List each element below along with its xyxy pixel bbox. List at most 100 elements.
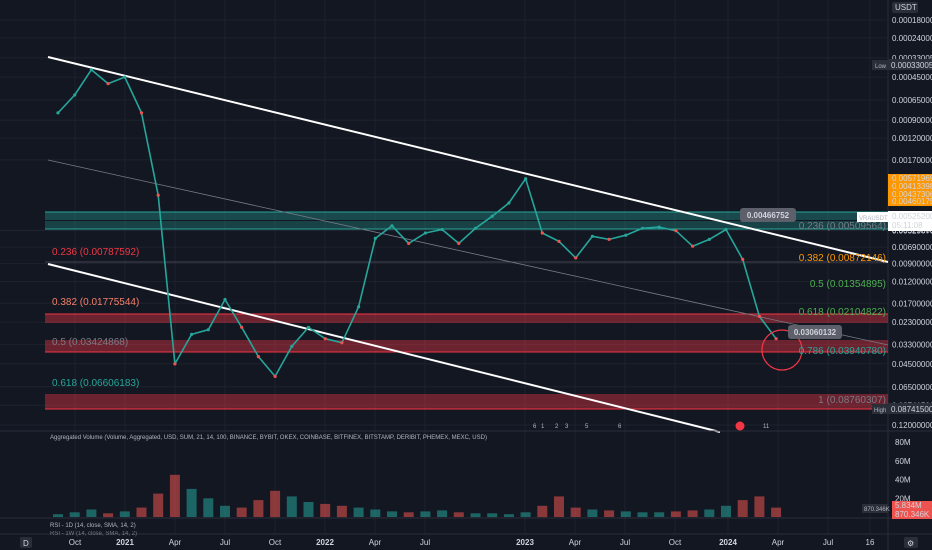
price-axis[interactable]: 0.00018000 0.00024000 0.00033005 0.00045000… [892,16,932,430]
price-point [156,193,160,197]
candle-countdown: 05:11:08 [892,221,923,230]
event-marker[interactable]: 1 [541,424,545,430]
volume-bar [503,514,514,517]
volume-bar [604,510,615,517]
volume-bar [103,513,114,518]
volume-bar [220,505,230,518]
price-point [724,227,728,232]
low-value-badge [888,59,932,70]
high-badge [872,404,888,414]
last-price-symbol-tag [857,212,888,222]
volume-value-badge-1 [862,504,888,513]
time-tick-label: Oct [69,538,82,547]
trend-channel[interactable] [47,56,889,433]
highlight-circle[interactable] [761,329,803,371]
volume-bar [236,507,247,517]
callout-top[interactable]: 0.00466752 [740,208,796,222]
event-markers[interactable]: 6 1 2 3 5 6 11 [533,424,770,430]
price-stack-1: 0.00413398 [892,182,932,191]
volume-bar [704,509,715,517]
price-point [390,224,394,228]
price-tick-label: 0.06500000 [892,383,932,392]
price-point [256,355,260,359]
event-marker[interactable]: 2 [555,424,559,430]
volume-bar [620,511,631,517]
event-marker[interactable]: 6 [618,424,622,430]
time-tick-label: 2024 [719,538,737,547]
price-point [440,227,444,232]
volume-value-2: 870.346K [895,510,930,519]
volume-bar [737,500,748,517]
price-point [607,237,611,241]
event-marker[interactable]: 3 [565,424,569,430]
volume-bar [86,509,97,517]
event-marker[interactable]: 11 [763,424,770,430]
volume-bar [353,507,364,517]
time-axis[interactable]: Oct 2021 Apr Jul Oct 2022 Apr Jul 2023 Apr Jul Oct 2… [69,538,875,547]
event-marker[interactable]: 5 [585,424,589,430]
price-point [624,233,628,237]
volume-bar [470,513,481,518]
rsi-indicator-title-2[interactable]: RSI - 1W (14, close, SMA, 14, 2) [50,531,137,537]
time-tick-label: Apr [169,538,182,547]
price-point [674,229,678,233]
volume-bar [286,496,297,517]
low-label: Low [875,64,887,70]
channel-mid-line[interactable] [47,159,889,346]
quote-currency-badge [892,2,918,13]
event-marker[interactable]: 6 [533,424,537,430]
fib-label-left-0382: 0.382 (0.01775544) [52,297,139,308]
price-point [123,75,127,79]
volume-bar [336,505,347,518]
volume-indicator-title[interactable]: Aggregated Volume (Volume, Aggregated, U… [50,435,487,441]
price-point [473,226,478,230]
fib-label-left-0618: 0.618 (0.06606183) [52,378,139,389]
channel-upper-line[interactable] [47,56,889,263]
price-point [757,314,762,318]
low-badge [872,60,888,70]
price-point [373,236,377,240]
volume-bar [53,514,63,517]
price-tick-label: 0.12000000 [892,421,932,430]
volume-bar [69,512,80,517]
event-flag-icon[interactable] [735,421,745,431]
fib-zone-red-2 [45,340,888,352]
rsi-indicator-title[interactable]: RSI - 1D (14, close, SMA, 14, 2) [50,523,136,529]
volume-value-badge-3 [892,510,932,519]
time-tick-label: Jul [420,538,430,547]
price-stack-box [888,174,932,206]
volume-tick-label: 20M [895,494,911,503]
price-point [691,244,695,248]
price-point [273,374,277,378]
interval-badge[interactable] [20,537,32,548]
fib-zone-red-3 [45,394,888,409]
volume-axis: 80M 60M 40M 20M [895,438,911,503]
price-point [173,362,177,366]
price-point [557,239,561,243]
price-point [73,93,77,97]
price-point [657,225,661,229]
volume-value-small: 870.346K [864,507,890,513]
time-tick-label: Apr [772,538,785,547]
fib-zone-teal-2 [45,221,888,229]
price-point [190,332,194,336]
channel-lower-line[interactable] [47,263,721,433]
volume-bar [721,505,731,518]
time-tick-label: 2023 [516,538,534,547]
volume-bar [387,511,397,517]
fib-zone-teal-1 [45,212,888,220]
settings-gear-icon[interactable] [904,537,918,548]
volume-value-1: 5.834M [895,501,922,510]
price-tick-label: 0.00033005 [892,54,932,63]
callout-bottom[interactable]: 0.03060132 [788,325,842,339]
price-tick-label: 0.00090000 [892,116,932,125]
last-price-value: 0.00525200 [892,212,932,221]
price-point [590,234,595,238]
volume-bar [537,505,548,518]
price-point [574,256,578,260]
volume-bar [253,500,264,517]
price-stack-2: 0.00437306 [892,190,932,199]
